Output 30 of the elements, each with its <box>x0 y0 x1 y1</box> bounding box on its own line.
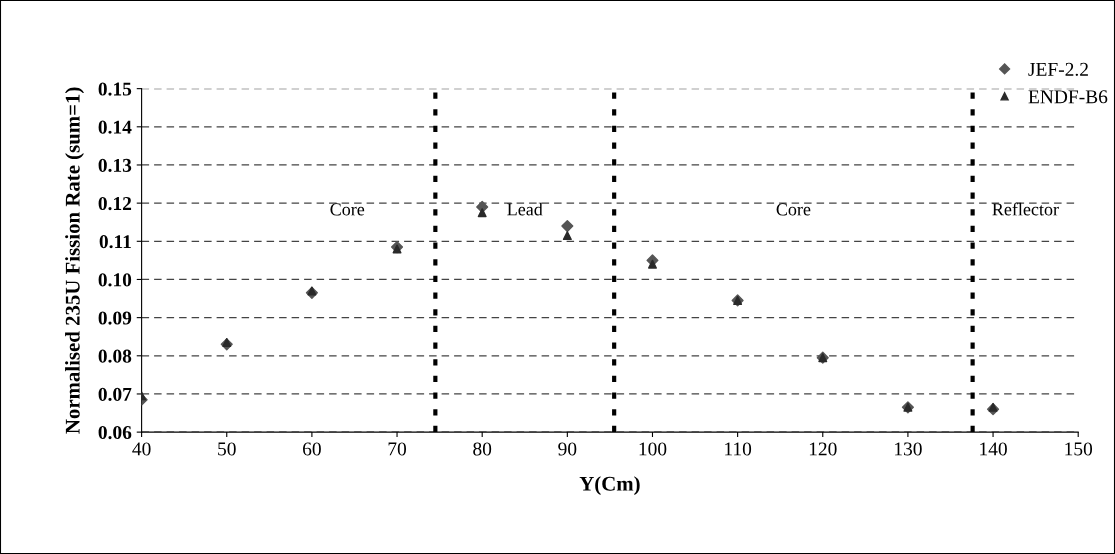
y-tick-label: 0.10 <box>98 273 132 287</box>
y-tick-label: 0.06 <box>98 425 132 440</box>
x-tick-label: 100 <box>639 442 667 456</box>
y-tick-label: 0.07 <box>98 387 132 401</box>
annotation: Core <box>776 203 811 216</box>
x-tick-label: 90 <box>558 442 577 456</box>
legend-label: ENDF-B6 <box>1028 90 1108 104</box>
y-tick-label: 0.15 <box>98 82 132 96</box>
y-tick-label: 0.13 <box>98 158 132 172</box>
x-tick-label: 110 <box>725 442 752 456</box>
x-tick-label: 150 <box>1065 442 1093 456</box>
y-tick-label: 0.14 <box>98 120 132 134</box>
annotation: Lead <box>507 202 543 216</box>
x-tick-label: 50 <box>218 442 236 456</box>
annotation: Reflector <box>992 202 1059 216</box>
y-tick-label: 0.11 <box>99 235 131 249</box>
y-axis-title: Normalised 235U Fission Rate (sum=1) <box>65 87 84 434</box>
x-tick-label: 40 <box>132 442 151 456</box>
x-tick-label: 80 <box>473 442 492 456</box>
x-tick-label: 140 <box>980 442 1007 456</box>
x-tick-label: 70 <box>388 442 407 456</box>
y-tick-label: 0.08 <box>98 349 132 363</box>
annotation: Core <box>330 203 365 216</box>
legend-label: JEF-2.2 <box>1028 62 1088 76</box>
y-tick-label: 0.12 <box>98 196 132 211</box>
y-tick-label: 0.09 <box>98 311 132 325</box>
x-axis-title: Y(Cm) <box>579 476 640 496</box>
x-tick-label: 130 <box>895 442 922 456</box>
x-tick-label: 60 <box>303 442 321 456</box>
x-tick-label: 120 <box>809 442 837 456</box>
